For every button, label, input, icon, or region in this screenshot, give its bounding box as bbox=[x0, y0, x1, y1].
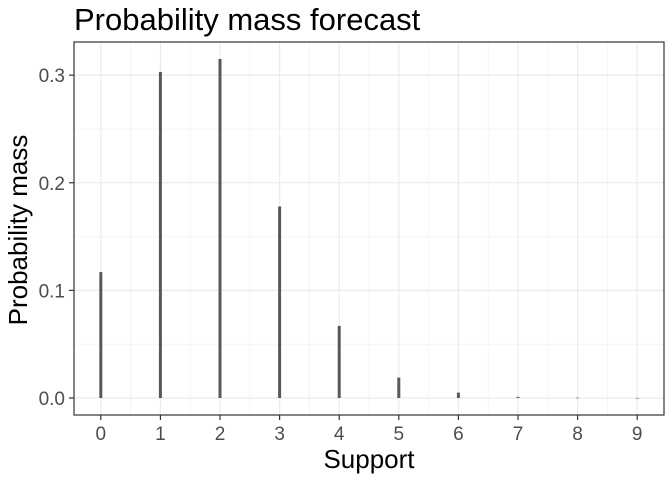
x-tick-label: 8 bbox=[572, 424, 583, 445]
bar-support-4 bbox=[337, 325, 341, 398]
y-tick-label: 0.2 bbox=[39, 174, 65, 195]
bar-support-2 bbox=[218, 59, 222, 398]
x-tick-label: 6 bbox=[453, 424, 464, 445]
grid-lines bbox=[74, 42, 664, 415]
bar-support-6 bbox=[456, 392, 460, 398]
y-axis-title: Probability mass bbox=[3, 135, 33, 326]
x-tick-label: 1 bbox=[155, 424, 166, 445]
y-tick-label: 0.3 bbox=[39, 66, 65, 87]
x-tick-label: 7 bbox=[513, 424, 524, 445]
bar-support-3 bbox=[278, 206, 282, 398]
y-tick-label: 0.1 bbox=[39, 281, 65, 302]
x-tick-label: 2 bbox=[215, 424, 226, 445]
bar-support-0 bbox=[99, 272, 103, 398]
x-axis-title: Support bbox=[323, 444, 415, 474]
y-tick-label: 0.0 bbox=[39, 389, 65, 410]
x-tick-label: 3 bbox=[274, 424, 285, 445]
bar-support-5 bbox=[397, 377, 401, 398]
axes: 0 1 2 3 4 5 6 7 8 9 0.0 0.1 0.2 0.3 bbox=[39, 41, 665, 445]
bar-support-8 bbox=[576, 397, 580, 399]
bars bbox=[99, 59, 639, 399]
bar-support-9 bbox=[635, 397, 639, 399]
chart-title: Probability mass forecast bbox=[74, 2, 421, 37]
bar-support-7 bbox=[516, 396, 520, 398]
x-tick-label: 9 bbox=[632, 424, 643, 445]
x-tick-label: 5 bbox=[394, 424, 405, 445]
x-tick-label: 0 bbox=[96, 424, 107, 445]
bar-support-1 bbox=[158, 71, 162, 398]
panel-border bbox=[73, 41, 665, 416]
x-tick-label: 4 bbox=[334, 424, 345, 445]
